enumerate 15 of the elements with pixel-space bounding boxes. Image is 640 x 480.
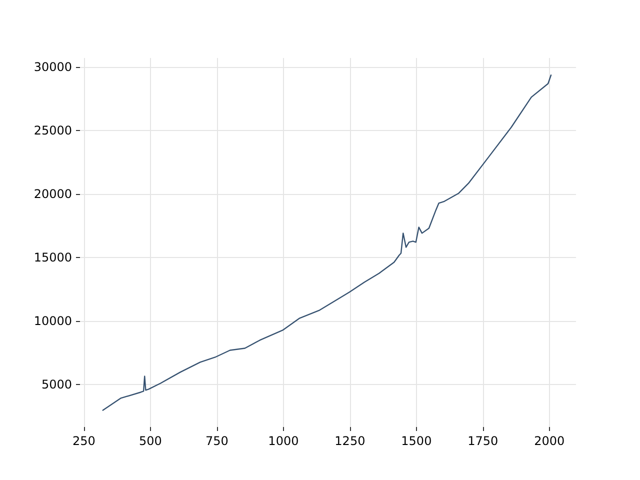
x-tick-label: 1500 [401, 434, 432, 448]
line-series [102, 74, 552, 411]
y-tick-label: 20000 [34, 186, 72, 201]
x-tick-label: 1250 [334, 434, 366, 448]
y-tick-label: 25000 [34, 124, 72, 138]
x-tick-label: 250 [72, 434, 96, 448]
x-tick-label: 1750 [468, 434, 498, 448]
x-tick-label: 1000 [268, 434, 299, 448]
y-tick-label: 10000 [34, 314, 72, 328]
x-tick-label: 750 [206, 434, 228, 448]
y-tick-label: 5000 [41, 377, 72, 392]
y-tick-label: 15000 [34, 250, 72, 264]
x-tick-label: 500 [139, 434, 162, 448]
x-tick-label: 2000 [534, 434, 565, 448]
y-tick-label: 30000 [34, 60, 72, 74]
